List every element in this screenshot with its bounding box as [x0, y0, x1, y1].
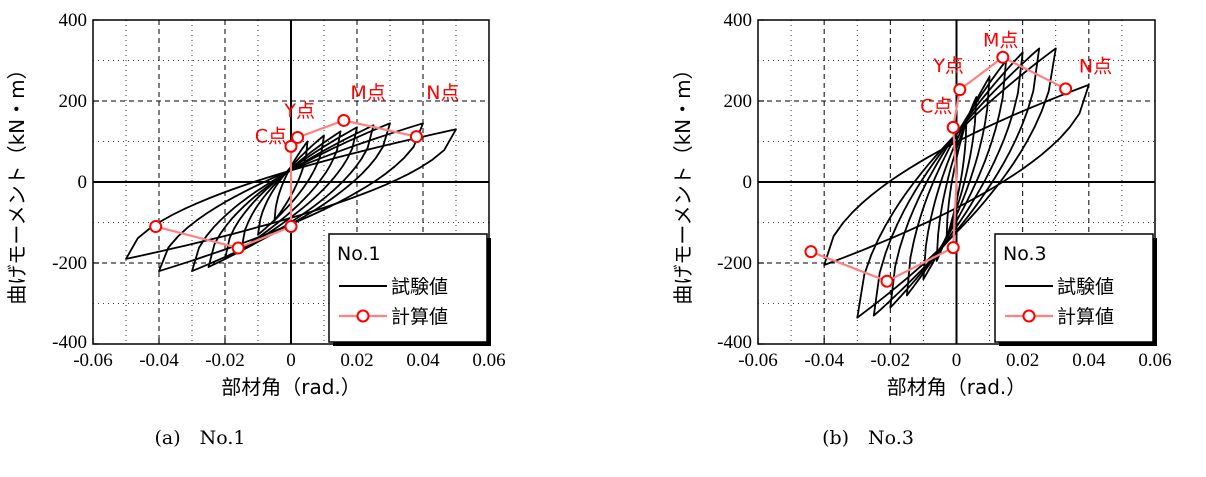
point-label: Y点	[283, 100, 315, 122]
hysteresis-loop	[823, 83, 1090, 266]
calc-point-positive	[996, 50, 1010, 64]
legend-entry: 試験値	[1057, 276, 1114, 298]
x-tick-label: -0.02	[871, 350, 911, 371]
calc-point-negative	[880, 274, 894, 288]
panel-no1: C点 Y点 M点 N点 -0.06 -0.04 -0.02 0 0.02 0.04 0.06 400 2…	[5, 10, 506, 449]
hysteresis-loop	[125, 128, 457, 260]
legend-entry: 計算値	[1057, 306, 1114, 328]
legend-box	[328, 233, 488, 343]
y-tick-label: 200	[724, 91, 753, 112]
point-label: M点	[983, 29, 1018, 51]
legend-title: No.1	[337, 243, 381, 265]
calc-point-positive	[337, 113, 351, 127]
calc-point-positive	[284, 139, 298, 153]
calc-point-negative	[946, 241, 960, 255]
calc-point-positive	[291, 130, 305, 144]
panel-caption: (b) No.3	[822, 427, 914, 449]
x-tick-label: 0	[286, 350, 296, 371]
x-axis-label: 部材角（rad.）	[221, 375, 361, 399]
series-test-values	[125, 122, 457, 272]
calc-point-positive	[953, 83, 967, 97]
x-tick-label: 0.04	[1072, 350, 1106, 371]
x-tick-label: 0.06	[1138, 350, 1171, 371]
y-tick-label: 400	[724, 10, 753, 31]
x-tick-label: 0.02	[340, 350, 373, 371]
calc-point-negative	[149, 220, 163, 234]
calc-point-positive	[946, 120, 960, 134]
x-tick-label: 0	[952, 350, 962, 371]
calc-point-positive	[409, 130, 423, 144]
point-label: N点	[1079, 56, 1112, 78]
x-tick-label: 0.02	[1006, 350, 1039, 371]
x-tick-label: 0.06	[472, 350, 505, 371]
calc-line-negative	[810, 181, 958, 283]
point-label: M点	[350, 82, 385, 104]
calc-point-negative	[284, 220, 298, 234]
x-tick-label: 0.04	[406, 350, 440, 371]
legend-title: No.3	[1003, 243, 1047, 265]
x-axis-label: 部材角（rad.）	[887, 375, 1027, 399]
calc-point-negative	[231, 241, 245, 255]
series-calculated-values	[804, 50, 1073, 288]
y-tick-label: -400	[717, 332, 752, 353]
y-axis-label: 曲げモーメント（kN・m）	[671, 59, 695, 304]
calc-point-positive	[1059, 82, 1073, 96]
x-tick-label: -0.04	[139, 350, 179, 371]
hysteresis-loop	[240, 130, 342, 250]
x-tick-label: -0.04	[804, 350, 844, 371]
y-tick-label: 0	[743, 172, 753, 193]
y-tick-label: 0	[78, 172, 88, 193]
legend-marker-calc	[1022, 309, 1036, 323]
calc-line-negative	[155, 182, 293, 250]
y-tick-label: -200	[717, 253, 752, 274]
hysteresis-loop	[273, 140, 309, 222]
legend-entry: 計算値	[391, 306, 448, 328]
hysteresis-loop	[257, 134, 325, 236]
y-tick-label: -200	[52, 253, 87, 274]
y-tick-label: -400	[52, 332, 87, 353]
legend-marker-calc	[356, 309, 370, 323]
calc-point-negative	[804, 245, 818, 259]
point-label: C点	[255, 125, 287, 147]
x-tick-label: -0.02	[205, 350, 245, 371]
legend-box	[994, 233, 1154, 343]
panel-no3: C点 Y点 M点 N点 -0.06 -0.04 -0.02 0 0.02 0.04 0.06 400 2…	[671, 10, 1172, 449]
legend-entry: 試験値	[391, 276, 448, 298]
y-axis-label: 曲げモーメント（kN・m）	[5, 59, 29, 304]
hysteresis-loop	[191, 122, 391, 272]
y-tick-label: 200	[59, 91, 88, 112]
y-tick-label: 400	[59, 10, 88, 31]
panel-caption: (a) No.1	[154, 427, 245, 449]
point-label: N点	[426, 82, 459, 104]
x-tick-label: -0.06	[73, 350, 113, 371]
point-label: C点	[920, 95, 952, 117]
series-calculated-values	[149, 113, 423, 255]
hysteresis-loop	[872, 47, 1041, 317]
x-tick-label: -0.06	[738, 350, 778, 371]
hysteresis-loop	[158, 122, 424, 272]
point-label: Y点	[932, 55, 964, 77]
